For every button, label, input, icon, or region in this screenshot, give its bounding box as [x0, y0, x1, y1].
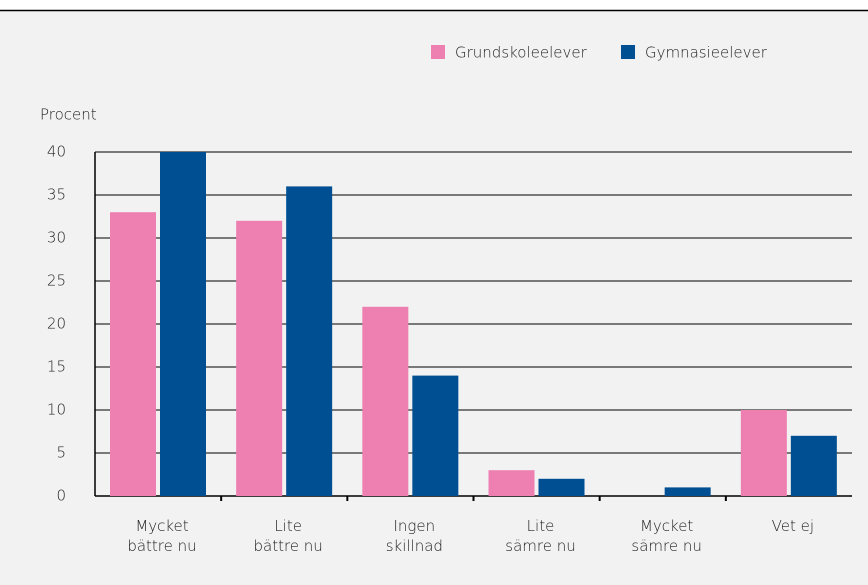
x-tick-label: Lite bättre nu [253, 517, 323, 555]
y-axis-label: Procent [40, 106, 97, 124]
y-tick-label: 15 [47, 358, 66, 376]
bar [790, 435, 837, 496]
y-tick-label: 20 [47, 315, 66, 333]
x-tick-label: Lite sämre nu [505, 517, 576, 555]
legend-swatch [431, 45, 445, 59]
legend-label: Gymnasieelever [645, 44, 768, 62]
y-tick-label: 0 [56, 487, 66, 505]
x-tick-label: Mycket sämre nu [631, 517, 702, 555]
x-tick-label: Mycket bättre nu [127, 517, 197, 555]
bar [286, 186, 333, 496]
bar [664, 487, 711, 496]
bar [740, 410, 787, 496]
y-tick-label: 5 [56, 444, 66, 462]
bar [362, 306, 409, 496]
bar [110, 212, 156, 496]
legend-swatch [621, 45, 635, 59]
x-tick-label: Ingen skillnad [385, 517, 443, 555]
bar [488, 470, 535, 496]
y-tick-label: 25 [47, 272, 66, 290]
bar [160, 152, 206, 496]
legend-label: Grundskoleelever [455, 44, 588, 62]
y-tick-label: 35 [47, 186, 66, 204]
x-tick-label: Vet ej [771, 517, 815, 535]
bar [236, 220, 283, 497]
bar [412, 375, 459, 496]
y-tick-label: 30 [47, 229, 66, 247]
y-tick-label: 40 [47, 143, 66, 161]
y-tick-label: 10 [47, 401, 66, 419]
bar [538, 478, 585, 496]
